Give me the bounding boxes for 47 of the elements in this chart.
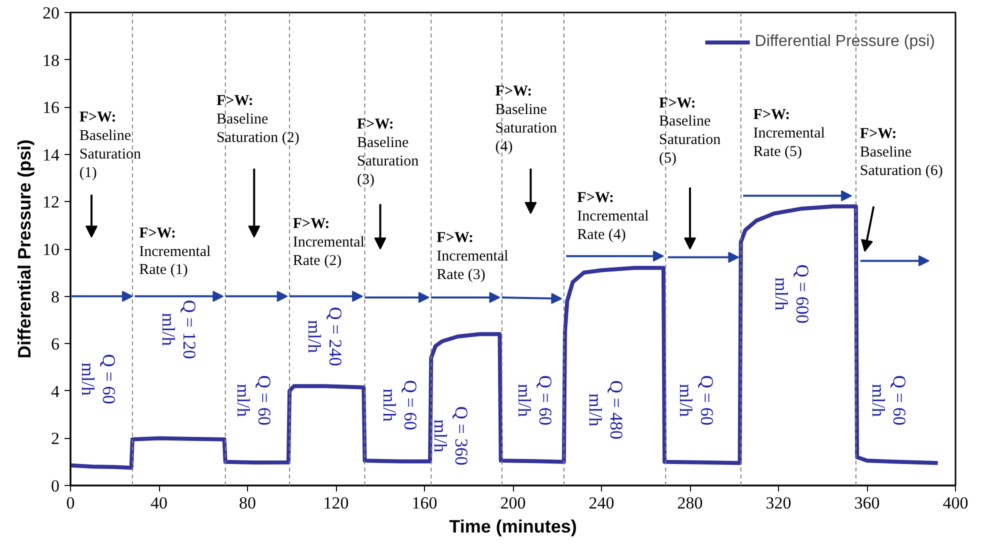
annotation: Q = 60 ml/h [380,380,421,430]
annotation: F>W: Incremental Rate (3) [436,230,508,283]
y-tick-label: 20 [42,4,60,22]
y-axis-title: Differential Pressure (psi) [14,139,34,359]
annotation: Q = 240 ml/h [304,306,346,366]
annotation: Q = 60 ml/h [868,375,910,426]
annotation: F>W: Incremental Rate (1) [139,225,211,278]
x-axis-title: Time (minutes) [449,516,577,536]
y-tick-label: 0 [51,476,60,496]
annotation: F>W: Baseline Saturation (3) [357,116,420,188]
annotation: F>W: Baseline Saturation (4) [495,83,558,155]
annotation: Q = 60 ml/h [514,375,556,426]
y-tick-label: 6 [51,334,60,354]
x-tick-label: 360 [854,494,880,512]
x-tick-label: 0 [66,494,75,512]
annotation: Q = 60 ml/h [78,354,120,404]
annotation: F>W: Baseline Saturation (5) [659,95,722,167]
y-tick-label: 14 [42,145,60,164]
annotation: F>W: Incremental Rate (4) [577,190,649,243]
y-tick-label: 10 [42,240,60,259]
y-tick-label: 16 [42,98,60,118]
y-tick-label: 12 [42,192,60,212]
y-tick-label: 8 [51,287,60,306]
annotation: Q = 360 ml/h [430,406,472,466]
y-tick-label: 18 [42,50,60,70]
x-tick-label: 400 [942,494,968,512]
x-tick-label: 320 [766,494,792,512]
x-tick-label: 280 [677,494,703,512]
annotation: F>W: Incremental Rate (2) [292,216,364,269]
annotation: Q = 480 ml/h [585,380,626,440]
y-tick-label: 4 [51,382,60,401]
x-tick-label: 80 [239,494,256,512]
x-tick-label: 240 [588,494,614,512]
x-tick-label: 160 [412,494,438,512]
annotation: F>W: Baseline Saturation (6) [860,126,943,179]
y-tick-label: 2 [51,429,60,448]
annotation: Q = 60 ml/h [234,375,275,426]
x-tick-label: 200 [500,494,526,512]
x-tick-label: 120 [323,494,349,512]
annotation: F>W: Baseline Saturation (2) [216,92,300,146]
annotation: F>W: Baseline Saturation (1) [79,109,142,181]
annotation: Q = 60 ml/h [676,375,718,426]
x-tick-label: 40 [150,494,168,512]
legend-label: Differential Pressure (psi) [754,33,935,51]
annotation: F>W: Incremental Rate (5) [753,107,825,160]
annotation: Q = 600 ml/h [771,264,812,324]
annotation: Q = 120 ml/h [158,300,200,359]
